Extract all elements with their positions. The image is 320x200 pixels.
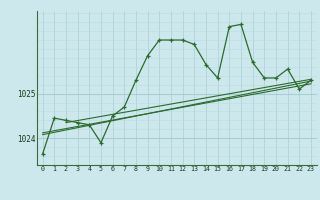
Text: Graphe pression niveau de la mer (hPa): Graphe pression niveau de la mer (hPa): [65, 187, 255, 196]
